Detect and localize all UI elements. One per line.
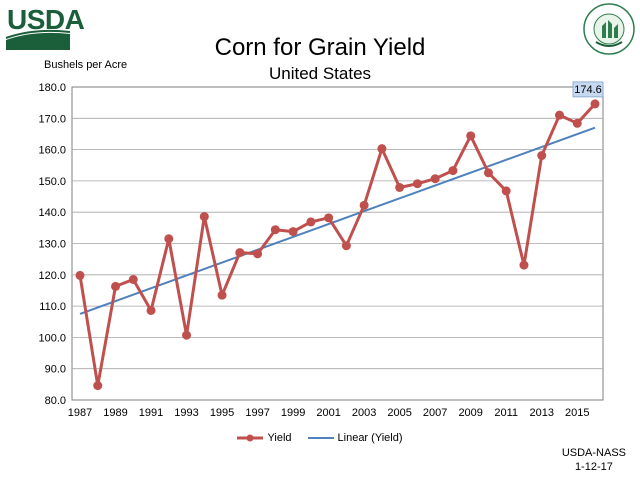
x-tick-label: 1995 [210,407,234,419]
yield-point [572,118,582,128]
y-tick-label: 140.0 [38,207,66,219]
yield-point [217,290,227,300]
chart-legend: Yield Linear (Yield) [0,432,640,444]
usda-logo-swoosh [5,29,71,50]
y-tick-label: 180.0 [38,82,66,94]
x-tick-label: 2001 [316,407,340,419]
yield-point [466,131,476,141]
chart-title: Corn for Grain Yield [214,34,426,61]
yield-point [483,168,493,178]
legend-item-linear: Linear (Yield) [307,432,403,444]
yield-point [501,186,511,196]
y-tick-label: 130.0 [38,239,66,251]
x-tick-label: 1999 [281,407,305,419]
x-tick-label: 1987 [68,407,92,419]
x-tick-label: 1993 [174,407,198,419]
yield-point [430,174,440,184]
chart-plot: 80.0 90.0 100.0 110.0 120.0 130.0 140.0 150.0 16… [38,81,604,419]
trend-line [79,126,596,315]
yield-point [554,110,564,120]
usda-logo: USDA [4,4,85,52]
yield-point [377,144,387,154]
x-tick-label: 2015 [565,407,589,419]
y-tick-label: 170.0 [38,113,66,125]
yield-point [324,213,334,223]
legend-marker-linear [307,437,334,439]
yield-point [235,248,245,258]
yield-point [448,166,458,176]
yield-point [93,381,103,391]
legend-label-linear: Linear (Yield) [337,432,403,444]
yield-point [75,270,85,280]
legend-marker-yield [237,434,264,442]
y-tick-label: 110.0 [39,301,66,313]
y-tick-label: 150.0 [38,176,66,188]
yield-point [395,182,405,192]
x-tick-label: 1997 [245,407,269,419]
x-tick-label: 2003 [352,407,376,419]
yield-point [306,217,316,227]
yield-point [111,281,121,291]
y-axis-label: Bushels per Acre [44,59,128,71]
x-tick-label: 1989 [103,407,127,419]
x-tick-label: 2013 [529,407,553,419]
yield-point [164,234,174,244]
yield-point [270,225,280,235]
yield-point [253,249,263,259]
yield-point [341,241,351,251]
y-tick-label: 90.0 [45,364,66,376]
y-tick-label: 120.0 [38,270,66,282]
legend-item-yield: Yield [237,432,292,444]
y-tick-label: 80.0 [45,395,66,407]
x-tick-label: 2011 [494,407,518,419]
annotation-label: 174.6 [574,84,602,96]
source-line-1: USDA-NASS [561,447,626,459]
source-line-2: 1-12-17 [574,461,613,473]
agriculture-counts-seal [582,2,636,56]
x-tick-label: 1991 [139,407,163,419]
chart-subtitle: United States [268,64,372,83]
yield-point [182,330,192,340]
yield-point [412,179,422,189]
x-tick-label: 2009 [458,407,482,419]
annotation-box [572,81,604,98]
x-tick-label: 2005 [387,407,411,419]
yield-point [288,227,298,237]
yield-line [78,102,597,388]
yield-point [519,260,529,270]
y-tick-label: 160.0 [38,145,66,157]
yield-point [537,151,547,161]
yield-point [590,99,600,109]
yield-point [199,212,209,222]
source-note: USDA-NASS 1-12-17 [562,446,626,474]
legend-label-yield: Yield [267,432,292,444]
y-tick-label: 100.0 [38,332,66,344]
yield-point [359,200,369,210]
yield-point [146,305,156,315]
x-tick-label: 2007 [423,407,447,419]
yield-point [128,274,138,284]
usda-logo-text: USDA [7,4,85,35]
seal-icon [583,3,635,55]
